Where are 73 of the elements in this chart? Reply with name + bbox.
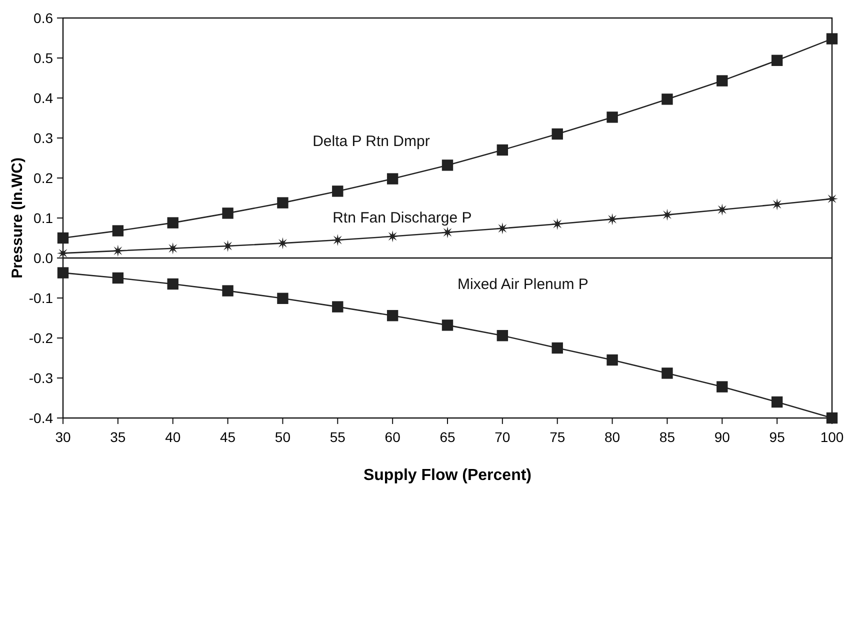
point (442, 226, 454, 238)
x-tick-label: 35 (110, 429, 126, 445)
point (386, 173, 398, 184)
point (661, 208, 674, 221)
point (552, 128, 563, 140)
point (386, 310, 398, 322)
x-tick-label: 90 (714, 429, 730, 445)
point (332, 234, 344, 246)
point (442, 320, 454, 331)
x-axis-title: Supply Flow (Percent) (363, 467, 532, 484)
x-tick-label: 95 (769, 429, 786, 445)
series-label: Delta P Rtn Dmpr (312, 132, 430, 150)
point (57, 247, 69, 260)
point (716, 204, 728, 216)
point (442, 160, 454, 171)
point (167, 278, 178, 290)
point (551, 218, 564, 230)
point (496, 330, 508, 342)
point (332, 301, 344, 312)
y-tick-label: 0.5 (34, 50, 54, 66)
point (826, 412, 838, 424)
point (552, 342, 563, 354)
point (826, 192, 838, 205)
point (606, 112, 618, 123)
x-tick-label: 55 (330, 429, 346, 445)
point (826, 33, 838, 44)
point (716, 381, 728, 392)
y-tick-label: -0.1 (28, 290, 54, 306)
x-tick-label: 30 (55, 429, 71, 445)
point (771, 198, 784, 210)
y-tick-label: 0.1 (34, 210, 54, 226)
y-tick-label: -0.3 (28, 370, 54, 386)
point (112, 225, 124, 236)
y-tick-label: 0.6 (34, 10, 54, 26)
point (277, 292, 288, 304)
x-tick-label: 80 (604, 429, 620, 445)
point (662, 94, 673, 105)
point (222, 285, 234, 296)
y-tick-label: 0.4 (34, 90, 54, 106)
point (716, 75, 728, 86)
point (496, 144, 508, 156)
x-tick-label: 85 (659, 429, 676, 445)
point (606, 354, 618, 366)
x-tick-label: 70 (494, 429, 510, 445)
x-tick-label: 50 (274, 429, 291, 445)
point (606, 213, 618, 226)
point (57, 267, 69, 278)
point (771, 396, 783, 408)
x-tick-label: 45 (220, 429, 236, 445)
point (222, 240, 234, 252)
point (167, 217, 178, 228)
x-tick-label: 75 (550, 429, 566, 445)
x-tick-label: 60 (384, 429, 401, 445)
y-tick-label: 0.3 (34, 130, 54, 146)
point (277, 197, 288, 208)
x-tick-label: 65 (440, 429, 456, 445)
point (662, 368, 673, 379)
y-tick-label: -0.2 (28, 330, 54, 346)
point (112, 272, 124, 284)
point (57, 232, 69, 244)
y-tick-label: -0.4 (28, 410, 54, 426)
point (771, 54, 783, 66)
series-label: Rtn Fan Discharge P (332, 209, 472, 226)
y-tick-label: 0.0 (34, 250, 54, 266)
y-axis-title: Pressure (In.WC) (9, 158, 26, 278)
x-tick-label: 100 (820, 429, 844, 445)
point (222, 208, 234, 219)
series-label: Mixed Air Plenum P (458, 276, 588, 294)
point (332, 186, 344, 197)
y-tick-label: 0.2 (34, 170, 54, 186)
x-tick-label: 40 (165, 429, 181, 445)
point (386, 230, 399, 242)
point (496, 222, 508, 234)
